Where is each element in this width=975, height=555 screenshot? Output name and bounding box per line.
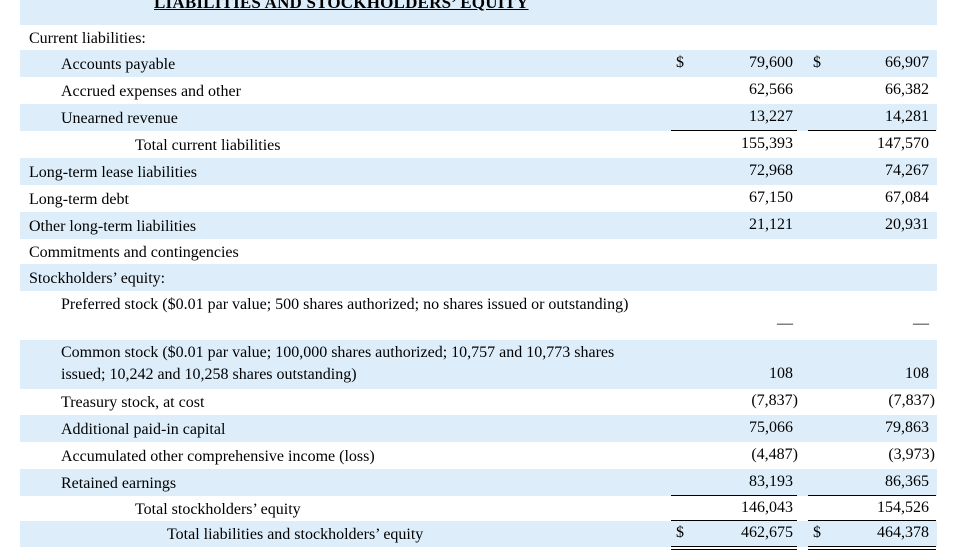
table-row: Stockholders’ equity: <box>20 264 937 291</box>
table-row: Current liabilities: <box>20 25 937 50</box>
table-row: Common stock ($0.01 par value; 100,000 s… <box>20 340 937 389</box>
subtotal-rule <box>671 130 797 131</box>
row-label: Total liabilities and stockholders’ equi… <box>167 526 424 543</box>
table-row: Total stockholders’ equity 146,043 154,5… <box>20 496 937 521</box>
table-row: Long-term debt 67,150 67,084 <box>20 185 937 212</box>
table-row: Total current liabilities 155,393 147,57… <box>20 131 937 158</box>
row-label: Unearned revenue <box>61 110 178 127</box>
value-2020: 79,600 <box>749 54 793 71</box>
row-label: Total current liabilities <box>135 137 281 154</box>
table-row: Commitments and contingencies <box>20 239 937 264</box>
value-2020: (4,487) <box>751 446 798 463</box>
total-double-rule <box>808 546 936 550</box>
table-row: Accrued expenses and other 62,566 66,382 <box>20 77 937 104</box>
subtotal-rule <box>808 495 936 496</box>
row-label: Additional paid-in capital <box>61 421 226 438</box>
table-row: Total liabilities and stockholders’ equi… <box>20 521 937 547</box>
row-label: Current liabilities: <box>29 30 146 47</box>
row-label: Retained earnings <box>61 475 177 492</box>
table-row: Retained earnings 83,193 86,365 <box>20 469 937 496</box>
value-2021: 79,863 <box>885 419 929 436</box>
value-2020: 75,066 <box>749 419 793 436</box>
value-2021: (3,973) <box>888 446 935 463</box>
currency-symbol: $ <box>813 524 821 541</box>
currency-symbol: $ <box>676 54 684 71</box>
row-label: Common stock ($0.01 par value; 100,000 s… <box>61 344 615 384</box>
value-2020: 67,150 <box>749 189 793 206</box>
table-row: Unearned revenue 13,227 14,281 <box>20 104 937 131</box>
row-label: Stockholders’ equity: <box>29 270 166 287</box>
value-2020: 62,566 <box>749 81 793 98</box>
table-row: Long-term lease liabilities 72,968 74,26… <box>20 158 937 185</box>
subtotal-rule <box>671 520 797 521</box>
value-2021: 20,931 <box>885 216 929 233</box>
value-2021: 108 <box>905 365 929 382</box>
row-label: Preferred stock ($0.01 par value; 500 sh… <box>61 296 629 313</box>
subtotal-rule <box>808 130 936 131</box>
table-row: Accumulated other comprehensive income (… <box>20 442 937 469</box>
value-2020: 13,227 <box>749 108 793 125</box>
value-2021: 86,365 <box>885 473 929 490</box>
value-2021: 154,526 <box>877 499 929 516</box>
value-2021: 66,907 <box>885 54 929 71</box>
value-2020: — <box>777 315 793 332</box>
table-row: Treasury stock, at cost (7,837) (7,837) <box>20 389 937 415</box>
value-2021: 67,084 <box>885 189 929 206</box>
row-label: Commitments and contingencies <box>29 244 239 261</box>
value-2021: 66,382 <box>885 81 929 98</box>
table-row: Preferred stock ($0.01 par value; 500 sh… <box>20 291 937 340</box>
row-label: Total stockholders’ equity <box>135 501 301 518</box>
row-label: Long-term lease liabilities <box>29 164 197 181</box>
row-label: Accumulated other comprehensive income (… <box>61 448 375 465</box>
value-2021: 147,570 <box>877 135 929 152</box>
table-row: Additional paid-in capital 75,066 79,863 <box>20 415 937 442</box>
subtotal-rule <box>808 520 936 521</box>
row-label: Treasury stock, at cost <box>61 394 205 411</box>
total-double-rule <box>671 546 797 550</box>
row-label: Accounts payable <box>61 56 176 73</box>
value-2020: 155,393 <box>741 135 793 152</box>
value-2021: 74,267 <box>885 162 929 179</box>
subtotal-rule <box>671 495 797 496</box>
currency-symbol: $ <box>813 54 821 71</box>
table-row: Accounts payable $ 79,600 $ 66,907 <box>20 50 937 77</box>
value-2021: 464,378 <box>877 524 929 541</box>
section-heading-band: LIABILITIES AND STOCKHOLDERS’ EQUITY <box>20 0 937 25</box>
value-2020: 108 <box>769 365 793 382</box>
currency-symbol: $ <box>676 524 684 541</box>
row-label: Accrued expenses and other <box>61 83 241 100</box>
value-2020: 462,675 <box>741 524 793 541</box>
table-row: Other long-term liabilities 21,121 20,93… <box>20 212 937 239</box>
section-heading: LIABILITIES AND STOCKHOLDERS’ EQUITY <box>154 0 529 12</box>
value-2020: 21,121 <box>749 216 793 233</box>
value-2021: 14,281 <box>885 108 929 125</box>
value-2020: 83,193 <box>749 473 793 490</box>
value-2021: — <box>913 315 929 332</box>
value-2020: (7,837) <box>751 392 798 409</box>
value-2021: (7,837) <box>888 392 935 409</box>
row-label: Other long-term liabilities <box>29 218 197 235</box>
row-label: Long-term debt <box>29 191 129 208</box>
value-2020: 72,968 <box>749 162 793 179</box>
value-2020: 146,043 <box>741 499 793 516</box>
